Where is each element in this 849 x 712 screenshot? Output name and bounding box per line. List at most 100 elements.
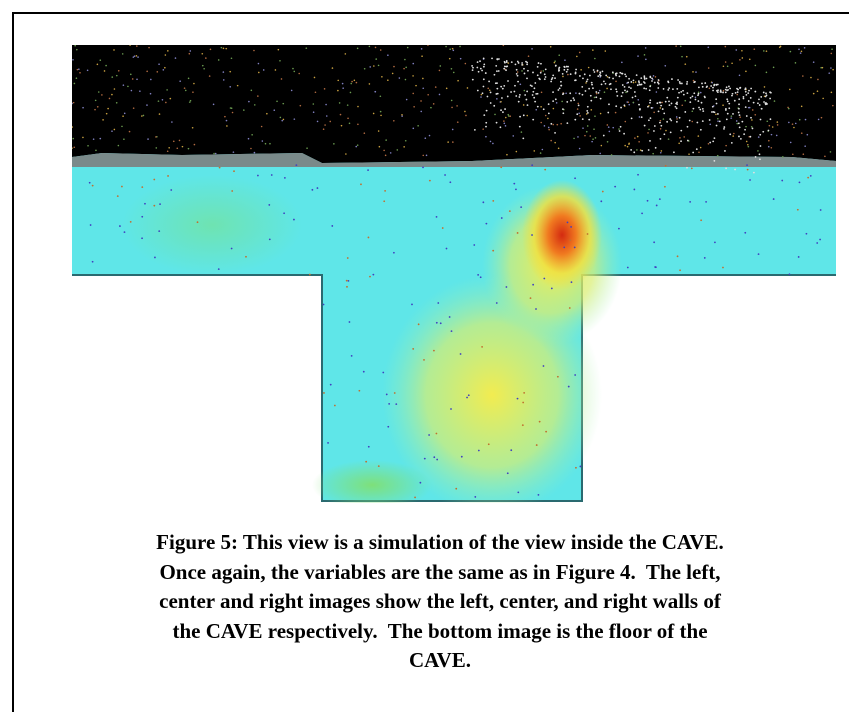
particle: [679, 269, 681, 271]
particle: [758, 98, 760, 100]
particle: [601, 145, 603, 147]
particle: [798, 256, 800, 258]
particle: [698, 91, 700, 93]
particle: [373, 65, 375, 67]
particle: [268, 204, 270, 206]
particle: [662, 108, 664, 110]
particle: [759, 153, 761, 155]
particle: [728, 86, 730, 88]
particle: [331, 225, 333, 227]
particle: [519, 116, 521, 118]
particle: [314, 77, 316, 79]
particle: [824, 156, 826, 158]
particle: [213, 153, 215, 155]
particle: [635, 95, 637, 97]
particle: [635, 81, 637, 83]
particle: [188, 78, 190, 80]
particle: [638, 80, 640, 82]
particle: [768, 130, 770, 132]
particle: [577, 136, 579, 138]
particle: [726, 98, 728, 100]
particle: [677, 255, 679, 257]
particle: [609, 131, 611, 133]
particle: [740, 138, 742, 140]
particle: [418, 323, 420, 325]
particle: [739, 75, 741, 77]
particle: [777, 121, 779, 123]
particle: [592, 87, 594, 89]
particle: [607, 124, 609, 126]
particle: [517, 75, 519, 77]
particle: [713, 85, 715, 87]
particle: [686, 92, 688, 94]
particle: [540, 72, 542, 74]
particle: [175, 57, 177, 59]
particle: [637, 136, 639, 138]
particle: [582, 77, 584, 79]
particle: [676, 116, 678, 118]
particle: [517, 61, 519, 63]
particle: [104, 70, 106, 72]
particle: [158, 230, 160, 232]
particle: [313, 103, 315, 105]
particle: [604, 91, 606, 93]
particle: [231, 190, 233, 192]
particle: [749, 59, 751, 61]
particle: [185, 90, 187, 92]
particle: [375, 58, 377, 60]
particle: [753, 102, 755, 104]
particle: [560, 81, 562, 83]
particle: [822, 98, 824, 100]
particle: [722, 104, 724, 106]
particle: [713, 111, 715, 113]
particle: [624, 121, 626, 123]
particle: [516, 69, 518, 71]
particle: [422, 78, 424, 80]
particle: [692, 95, 694, 97]
particle: [532, 72, 534, 74]
particle: [555, 65, 557, 67]
particle: [342, 87, 344, 89]
particle: [278, 49, 280, 51]
particle: [506, 65, 508, 67]
particle: [309, 274, 311, 276]
particle: [639, 116, 641, 118]
particle: [508, 62, 510, 64]
particle: [537, 106, 539, 108]
particle: [158, 100, 160, 102]
particle: [773, 198, 775, 200]
particle: [541, 92, 543, 94]
particle: [739, 59, 741, 61]
particle: [501, 217, 503, 219]
particle: [412, 63, 414, 65]
particle: [237, 85, 239, 87]
sky: [72, 45, 836, 163]
particle: [755, 65, 757, 67]
particle: [554, 132, 556, 134]
particle: [748, 100, 750, 102]
particle: [709, 142, 711, 144]
particle: [557, 89, 559, 91]
particle: [493, 105, 495, 107]
particle: [114, 88, 116, 90]
particle: [510, 449, 512, 451]
particle: [162, 99, 164, 101]
particle: [750, 117, 752, 119]
particle: [591, 141, 593, 143]
particle: [578, 104, 580, 106]
particle: [451, 330, 453, 332]
particle: [209, 75, 211, 77]
particle: [457, 80, 459, 82]
particle: [678, 92, 680, 94]
particle: [700, 129, 702, 131]
particle: [660, 105, 662, 107]
particle: [563, 69, 565, 71]
particle: [501, 97, 503, 99]
particle: [521, 70, 523, 72]
particle: [702, 108, 704, 110]
particle: [76, 49, 78, 51]
particle: [165, 54, 167, 56]
particle: [523, 104, 525, 106]
particle: [709, 123, 711, 125]
particle: [436, 433, 438, 435]
